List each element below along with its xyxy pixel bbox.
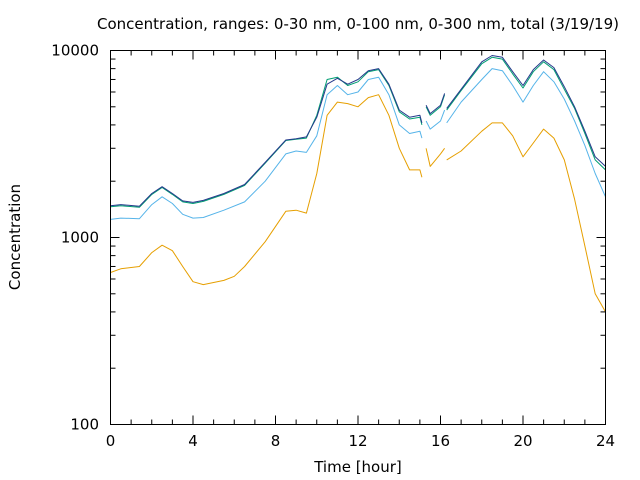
series-0-segment-1: [425, 148, 446, 167]
x-tick-label: 4: [188, 432, 198, 450]
x-tick-label: 20: [513, 432, 532, 450]
series-0-segment-2: [446, 122, 606, 313]
axis-ticks: [110, 50, 606, 425]
series-1-segment-0: [110, 76, 423, 220]
series-0-segment-0: [110, 94, 423, 286]
x-tick-label: 24: [596, 432, 615, 450]
x-tick-labels: 0 4 8 12 16 20 24: [106, 432, 615, 450]
y-tick-label: 10000: [51, 42, 99, 60]
y-tick-label: 1000: [61, 229, 99, 247]
x-axis-label: Time [hour]: [313, 458, 402, 476]
series-1-segment-1: [425, 109, 446, 130]
series-1-segment-2: [446, 68, 606, 198]
y-axis-label: Concentration: [6, 184, 24, 290]
x-tick-label: 12: [348, 432, 367, 450]
series-3-segment-2: [446, 55, 606, 167]
series-3-segment-0: [110, 68, 423, 207]
series-2-segment-2: [446, 56, 606, 171]
plot-lines: [110, 55, 606, 313]
series-2-segment-1: [425, 94, 446, 116]
y-tick-label: 100: [70, 416, 99, 434]
x-tick-label: 8: [271, 432, 281, 450]
x-tick-label: 0: [106, 432, 116, 450]
y-tick-labels: 100 1000 10000: [51, 42, 99, 434]
chart-title: Concentration, ranges: 0-30 nm, 0-100 nm…: [97, 15, 619, 33]
series-2-segment-0: [110, 69, 423, 208]
x-tick-label: 16: [431, 432, 450, 450]
series-3-segment-1: [425, 93, 446, 115]
